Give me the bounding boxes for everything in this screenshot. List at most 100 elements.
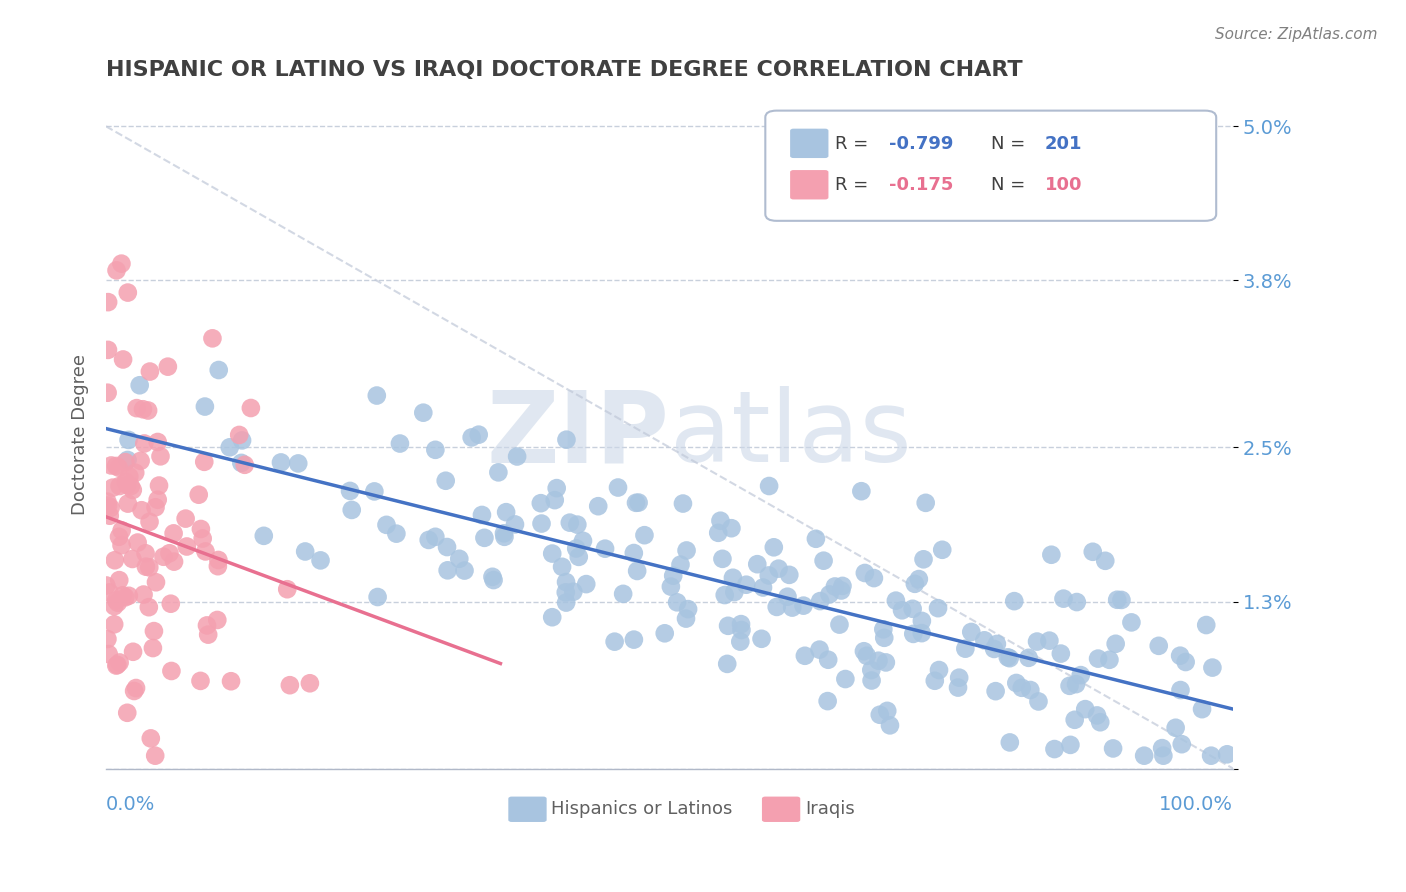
Point	[1066, 595, 1088, 609]
Point	[1087, 651, 1109, 665]
Point	[309, 553, 332, 567]
Point	[148, 478, 170, 492]
Point	[103, 617, 125, 632]
Point	[1152, 748, 1174, 763]
Point	[1043, 742, 1066, 756]
Point	[873, 631, 896, 645]
Point	[948, 671, 970, 685]
Point	[672, 497, 695, 511]
Point	[721, 571, 744, 585]
Point	[107, 460, 129, 475]
Point	[146, 435, 169, 450]
Point	[135, 559, 157, 574]
Point	[114, 455, 136, 469]
Point	[530, 516, 553, 531]
Text: 0.0%: 0.0%	[105, 796, 155, 814]
Point	[159, 546, 181, 560]
Point	[1070, 668, 1092, 682]
Point	[103, 599, 125, 614]
Point	[434, 474, 457, 488]
Point	[97, 499, 120, 513]
Point	[207, 613, 229, 627]
Point	[159, 597, 181, 611]
Text: R =: R =	[835, 177, 875, 194]
Point	[675, 543, 697, 558]
Point	[626, 564, 648, 578]
Point	[138, 600, 160, 615]
Point	[1105, 637, 1128, 651]
Point	[627, 495, 650, 509]
Point	[768, 562, 790, 576]
Point	[195, 618, 218, 632]
Point	[1063, 713, 1085, 727]
Point	[96, 494, 118, 508]
Text: 201: 201	[1045, 135, 1083, 153]
Point	[676, 602, 699, 616]
Point	[143, 748, 166, 763]
Point	[239, 401, 262, 415]
Point	[385, 526, 408, 541]
Point	[804, 532, 827, 546]
Point	[1052, 591, 1074, 606]
Point	[1102, 741, 1125, 756]
Point	[105, 458, 128, 473]
Point	[131, 503, 153, 517]
Point	[852, 644, 875, 658]
Point	[903, 627, 925, 641]
Point	[231, 434, 253, 448]
Point	[481, 570, 503, 584]
Point	[911, 626, 934, 640]
Point	[482, 573, 505, 587]
Point	[780, 600, 803, 615]
Point	[187, 488, 209, 502]
Point	[544, 493, 567, 508]
Point	[460, 430, 482, 444]
Point	[928, 663, 950, 677]
Point	[190, 522, 212, 536]
FancyBboxPatch shape	[765, 111, 1216, 221]
Point	[624, 496, 647, 510]
Point	[125, 401, 148, 416]
Point	[108, 573, 131, 587]
Point	[891, 603, 914, 617]
Point	[558, 516, 581, 530]
Point	[986, 637, 1008, 651]
Point	[960, 624, 983, 639]
Point	[163, 555, 186, 569]
Point	[219, 674, 242, 689]
Point	[120, 479, 142, 493]
Point	[110, 257, 132, 271]
Point	[105, 263, 128, 277]
Point	[115, 478, 138, 492]
Point	[276, 582, 298, 597]
Point	[1168, 648, 1191, 663]
Point	[998, 735, 1021, 749]
Point	[270, 455, 292, 469]
Point	[1059, 679, 1081, 693]
Text: -0.175: -0.175	[890, 177, 953, 194]
Point	[1195, 618, 1218, 632]
Point	[765, 599, 787, 614]
Point	[100, 500, 122, 515]
Point	[747, 557, 769, 571]
Point	[134, 436, 156, 450]
FancyBboxPatch shape	[762, 797, 800, 822]
Point	[709, 514, 731, 528]
Point	[97, 295, 120, 310]
Point	[118, 469, 141, 483]
Point	[108, 656, 131, 670]
Point	[955, 641, 977, 656]
Point	[555, 575, 578, 590]
Point	[1152, 741, 1174, 756]
Point	[778, 567, 800, 582]
Point	[467, 427, 489, 442]
Point	[1147, 639, 1170, 653]
Point	[142, 624, 165, 639]
Point	[139, 731, 162, 746]
Point	[554, 585, 576, 599]
Point	[575, 577, 598, 591]
Point	[908, 572, 931, 586]
Point	[197, 627, 219, 641]
Text: Source: ZipAtlas.com: Source: ZipAtlas.com	[1215, 27, 1378, 42]
Point	[449, 551, 471, 566]
